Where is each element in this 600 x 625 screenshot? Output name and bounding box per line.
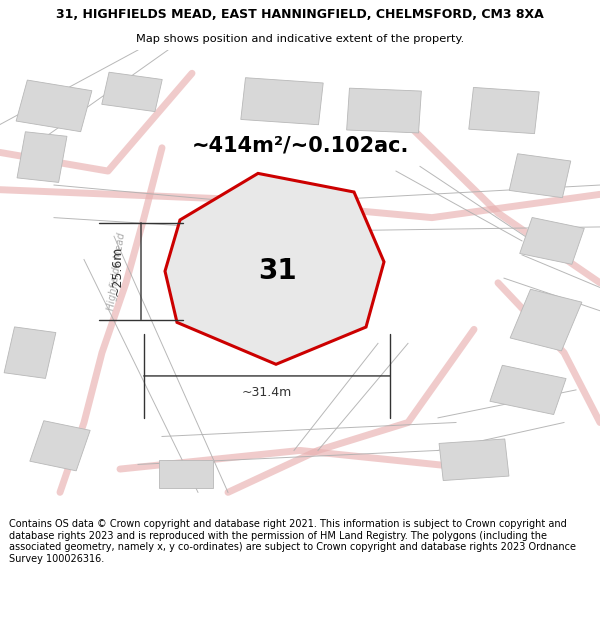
Text: ~31.4m: ~31.4m	[242, 386, 292, 399]
Text: 31, HIGHFIELDS MEAD, EAST HANNINGFIELD, CHELMSFORD, CM3 8XA: 31, HIGHFIELDS MEAD, EAST HANNINGFIELD, …	[56, 8, 544, 21]
Polygon shape	[241, 78, 323, 125]
Text: ~414m²/~0.102ac.: ~414m²/~0.102ac.	[191, 136, 409, 156]
Polygon shape	[439, 439, 509, 481]
Polygon shape	[165, 173, 384, 364]
Text: 31: 31	[258, 257, 296, 285]
Polygon shape	[159, 460, 213, 488]
Polygon shape	[17, 132, 67, 182]
Polygon shape	[4, 327, 56, 378]
Polygon shape	[490, 365, 566, 414]
Text: Map shows position and indicative extent of the property.: Map shows position and indicative extent…	[136, 34, 464, 44]
Text: Highfields Mead: Highfields Mead	[107, 232, 127, 311]
Text: ~25.6m: ~25.6m	[110, 246, 124, 296]
Polygon shape	[520, 217, 584, 264]
Polygon shape	[347, 88, 421, 133]
Polygon shape	[510, 289, 582, 351]
Polygon shape	[16, 80, 92, 132]
Polygon shape	[509, 154, 571, 198]
Polygon shape	[198, 197, 345, 341]
Polygon shape	[102, 72, 162, 112]
Polygon shape	[30, 421, 90, 471]
Polygon shape	[469, 88, 539, 134]
Text: Contains OS data © Crown copyright and database right 2021. This information is : Contains OS data © Crown copyright and d…	[9, 519, 576, 564]
